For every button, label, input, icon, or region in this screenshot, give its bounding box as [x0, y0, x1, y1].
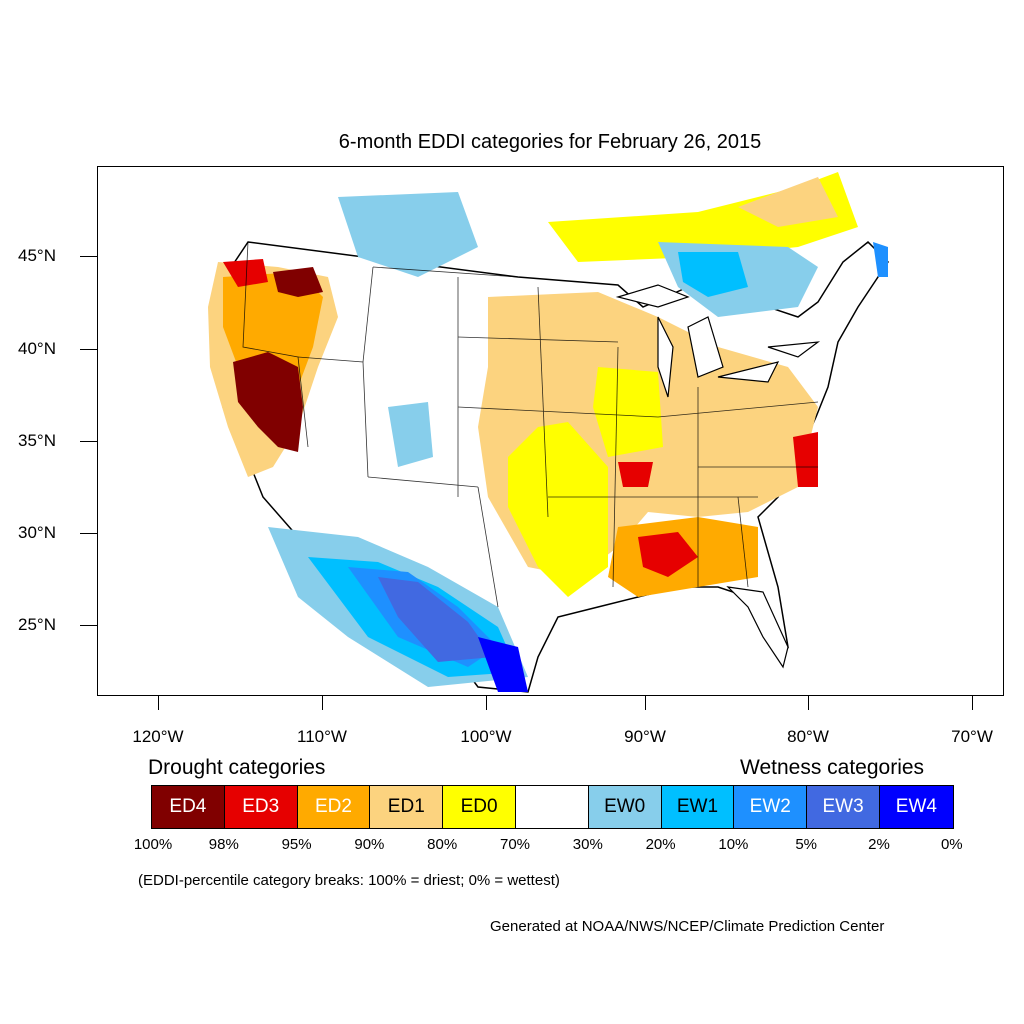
legend-swatch-ed3: ED3 — [224, 786, 298, 828]
region-ed0-midwest — [508, 422, 608, 597]
lat-label-45: 45°N — [18, 246, 56, 265]
legend-percentile-label: 20% — [645, 836, 676, 853]
credit-text: Generated at NOAA/NWS/NCEP/Climate Predi… — [490, 918, 885, 935]
region-ew0-north — [338, 192, 478, 277]
region-ew3-texas — [378, 577, 493, 662]
legend-swatch-ed2: ED2 — [297, 786, 371, 828]
wetness-heading: Wetness categories — [740, 756, 925, 779]
region-ew4-texas — [478, 637, 528, 692]
lon-tick — [486, 696, 487, 710]
region-ew4-maine — [873, 242, 888, 277]
legend-swatch-ed4: ED4 — [152, 786, 225, 828]
category-note: (EDDI-percentile category breaks: 100% =… — [138, 872, 560, 889]
lon-tick — [158, 696, 159, 710]
legend-percentile-label: 30% — [572, 836, 603, 853]
legend-percentile-label: 80% — [427, 836, 458, 853]
lat-tick — [80, 256, 97, 257]
lat-label-30: 30°N — [18, 523, 56, 542]
legend-colorbar: ED4 ED3 ED2 ED1 ED0 EW0 EW1 EW2 EW3 EW4 — [151, 785, 954, 829]
lat-label-25: 25°N — [18, 615, 56, 634]
map-plot-area — [97, 166, 1004, 696]
region-ed4-great-basin — [233, 352, 303, 452]
legend-swatch-neutral — [515, 786, 589, 828]
legend-percentile-label: 90% — [354, 836, 385, 853]
lon-label-80: 80°W — [787, 727, 829, 746]
lat-tick — [80, 625, 97, 626]
lon-tick — [645, 696, 646, 710]
lon-label-90: 90°W — [624, 727, 666, 746]
lon-label-110: 110°W — [297, 727, 347, 746]
region-ed0-illinois — [593, 367, 663, 457]
legend-percentile-label: 0% — [940, 836, 963, 853]
lon-label-100: 100°W — [460, 727, 512, 746]
region-ed3-tennessee — [618, 462, 653, 487]
lon-label-120: 120°W — [132, 727, 184, 746]
region-ed4-northwest — [273, 267, 323, 297]
lon-tick — [322, 696, 323, 710]
legend-swatch-ew0: EW0 — [588, 786, 662, 828]
legend-swatch-ew3: EW3 — [807, 786, 880, 828]
lon-label-70: 70°W — [951, 727, 993, 746]
legend-percentile-label: 98% — [208, 836, 239, 853]
legend-percentile-label: 100% — [133, 836, 173, 853]
lat-tick — [80, 349, 97, 350]
legend-percentile-label: 70% — [499, 836, 531, 853]
lon-tick — [972, 696, 973, 710]
region-ed1-canada-east — [738, 177, 838, 227]
legend-percentile-label: 10% — [718, 836, 749, 853]
map-title: 6-month EDDI categories for February 26,… — [338, 131, 762, 153]
eddi-map — [208, 172, 889, 693]
state-borders — [242, 241, 819, 608]
legend-swatch-ed0: ED0 — [443, 786, 516, 828]
region-ed3-northwest — [223, 259, 268, 287]
legend-swatch-ew1: EW1 — [661, 786, 735, 828]
legend-percentile-label: 2% — [868, 836, 890, 853]
lat-label-40: 40°N — [18, 339, 56, 358]
lat-label-35: 35°N — [18, 431, 56, 450]
region-ew0-colorado — [388, 402, 433, 467]
region-ew1-great-lakes — [678, 252, 748, 297]
lat-tick — [80, 533, 97, 534]
great-lakes — [615, 284, 821, 398]
legend-percentile-label: 95% — [281, 836, 312, 853]
lat-tick — [80, 441, 97, 442]
legend-swatch-ew2: EW2 — [734, 786, 808, 828]
lon-tick — [808, 696, 809, 710]
legend-swatch-ew4: EW4 — [879, 786, 953, 828]
region-ed3-virginia — [793, 432, 818, 487]
region-ed3-southeast — [638, 532, 698, 577]
legend-swatch-ed1: ED1 — [370, 786, 444, 828]
florida — [726, 586, 789, 669]
drought-heading: Drought categories — [148, 756, 326, 779]
legend-percentile-label: 5% — [795, 836, 818, 853]
